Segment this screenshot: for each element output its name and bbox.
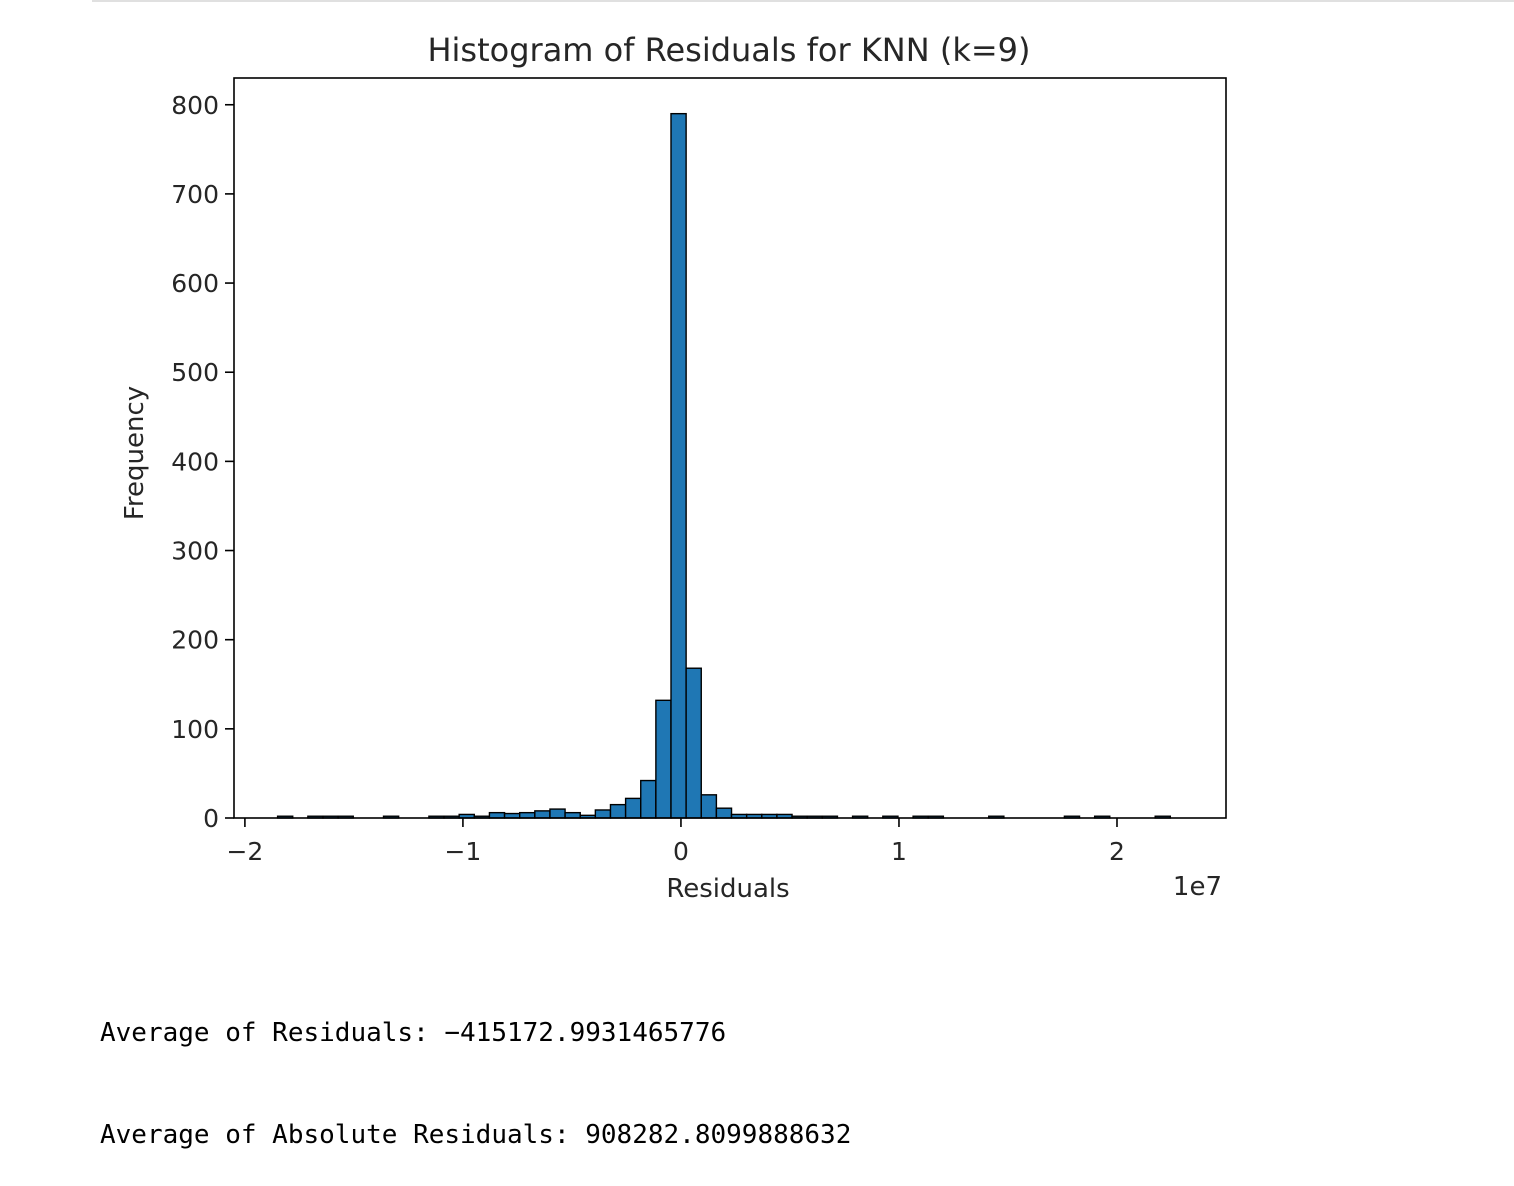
notebook-cell-border xyxy=(92,0,1514,2)
x-tick-label: −1 xyxy=(444,837,481,866)
histogram-bar xyxy=(655,699,672,819)
histogram-bar xyxy=(549,808,566,819)
histogram-bar xyxy=(700,794,718,819)
histogram-chart: Histogram of Residuals for KNN (k=9) 010… xyxy=(120,31,1227,904)
histogram-bar xyxy=(670,112,687,819)
histogram-bar xyxy=(564,811,581,819)
histogram-bars xyxy=(276,112,1172,819)
plot-frame xyxy=(233,77,1227,819)
histogram-bar xyxy=(685,667,702,819)
y-tick-label: 100 xyxy=(171,715,219,744)
histogram-bar xyxy=(519,811,536,819)
histogram-bar xyxy=(488,811,506,819)
y-axis-ticks: 0 100 200 300 400 500 600 700 800 xyxy=(171,91,234,833)
x-tick-label: 0 xyxy=(673,837,689,866)
histogram-bar xyxy=(715,807,733,819)
y-tick-label: 500 xyxy=(171,358,219,387)
histogram-bar xyxy=(640,779,657,819)
histogram-bar xyxy=(534,810,551,819)
histogram-bar xyxy=(594,809,612,819)
y-tick-label: 800 xyxy=(171,91,219,120)
histogram-bar xyxy=(609,803,627,819)
y-axis-label: Frequency xyxy=(120,386,150,520)
y-tick-label: 200 xyxy=(171,626,219,655)
x-axis-ticks: −2 −1 0 1 2 xyxy=(226,818,1125,866)
average-residuals-line: Average of Residuals: −415172.9931465776 xyxy=(100,1018,727,1048)
y-tick-label: 600 xyxy=(171,269,219,298)
x-tick-label: 1 xyxy=(891,837,907,866)
y-tick-label: 700 xyxy=(171,180,219,209)
x-axis-offset-label: 1e7 xyxy=(1173,872,1222,902)
y-tick-label: 400 xyxy=(171,447,219,476)
average-absolute-residuals-line: Average of Absolute Residuals: 908282.80… xyxy=(100,1120,852,1150)
cell-output: Average of Residuals: −415172.9931465776… xyxy=(100,948,851,1186)
chart-title: Histogram of Residuals for KNN (k=9) xyxy=(427,31,1030,69)
x-tick-label: 2 xyxy=(1109,837,1125,866)
x-tick-label: −2 xyxy=(226,837,263,866)
y-tick-label: 300 xyxy=(171,537,219,566)
x-axis-label: Residuals xyxy=(666,874,789,904)
histogram-bar xyxy=(624,797,642,819)
y-tick-label: 0 xyxy=(203,804,219,833)
